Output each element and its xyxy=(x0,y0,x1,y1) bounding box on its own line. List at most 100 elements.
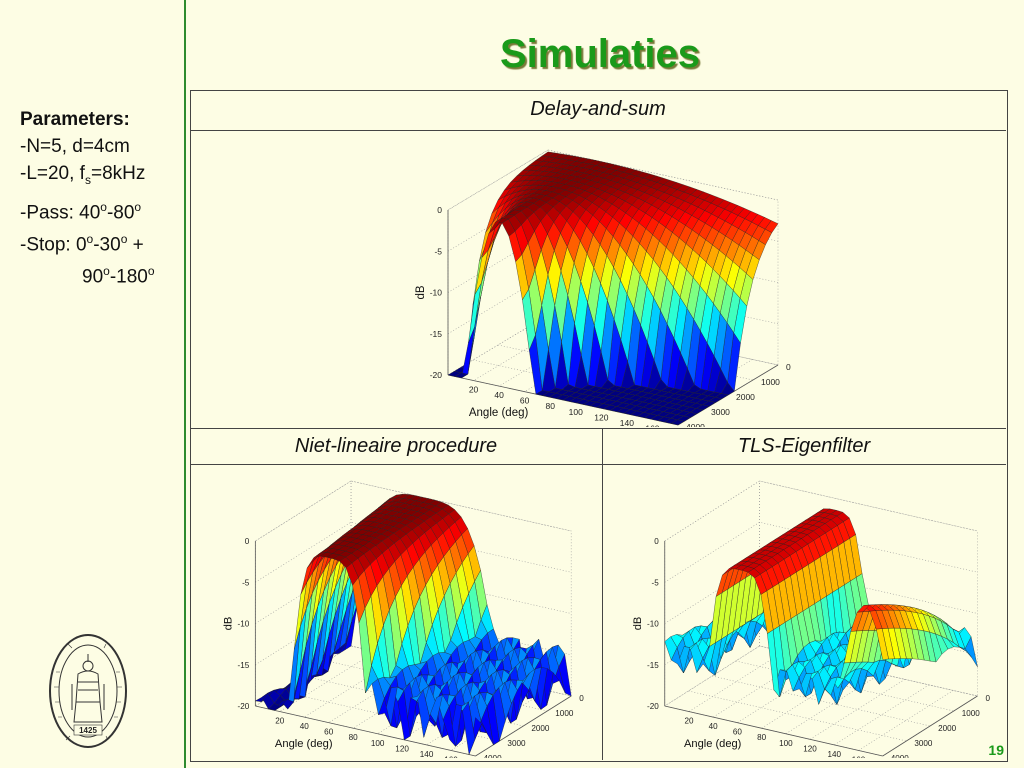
param-line-2: -L=20, fs=8kHz xyxy=(20,160,155,194)
x-tick-label: 160 xyxy=(444,755,458,758)
floor-gridline xyxy=(688,690,907,742)
seal-year: 1425 xyxy=(79,726,97,735)
x-tick-label: 20 xyxy=(469,385,479,395)
param-text: -Pass: 40 xyxy=(20,202,101,224)
surface-mesh xyxy=(664,508,978,706)
x-tick-label: 120 xyxy=(594,412,608,422)
x-tick-label: 60 xyxy=(520,396,530,406)
y-tick-label: 2000 xyxy=(938,724,957,733)
floor-gridline xyxy=(688,651,784,712)
x-tick-label: 40 xyxy=(709,722,719,731)
y-tick-label: 0 xyxy=(579,694,584,703)
y-tick-label: 4000 xyxy=(686,422,705,427)
param-line-4: -Stop: 0o-30o + xyxy=(20,226,155,258)
z-tick-label: -20 xyxy=(647,702,659,711)
slide-title: Simulaties xyxy=(499,32,701,76)
x-tick-label: 100 xyxy=(569,407,583,417)
z-tick-label: -5 xyxy=(434,246,442,256)
surface-patch xyxy=(254,692,268,702)
table-column-divider xyxy=(602,428,603,760)
z-tick-label: -10 xyxy=(430,288,443,298)
x-axis-line xyxy=(664,705,883,757)
floor-gridline xyxy=(809,679,905,740)
y-tick-label: 0 xyxy=(786,362,791,372)
surface-mesh xyxy=(254,493,572,756)
x-tick-label: 80 xyxy=(545,401,555,411)
z-tick-label: -20 xyxy=(430,370,443,380)
param-text: -L=20, f xyxy=(20,163,85,184)
table-rule xyxy=(190,464,1006,465)
z-tick-label: -15 xyxy=(238,661,250,670)
param-text: -30 xyxy=(93,234,121,256)
floor-gridline xyxy=(450,690,547,751)
z-tick-label: -5 xyxy=(652,578,660,587)
x-tick-label: 20 xyxy=(275,717,285,726)
x-tick-label: 80 xyxy=(349,733,359,742)
parameters-heading: Parameters: xyxy=(20,109,130,130)
param-line-3: -Pass: 40o-80o xyxy=(20,194,155,226)
param-text: 90 xyxy=(82,266,104,288)
z-tick-label: 0 xyxy=(437,205,442,215)
x-tick-label: 140 xyxy=(828,750,842,758)
parameters-block: Parameters: -N=5, d=4cm -L=20, fs=8kHz -… xyxy=(20,106,155,291)
param-superscript: o xyxy=(100,199,107,214)
y-tick-label: 1000 xyxy=(962,709,981,718)
z-tick-label: -10 xyxy=(238,620,250,629)
z-tick-label: 0 xyxy=(654,537,659,546)
y-tick-label: 2000 xyxy=(531,724,550,733)
z-gridline xyxy=(664,563,978,624)
param-text: -180 xyxy=(109,266,148,288)
y-tick-label: 4000 xyxy=(891,754,910,758)
z-tick-label: -5 xyxy=(242,578,250,587)
left-divider-line xyxy=(184,0,186,768)
param-superscript: o xyxy=(147,264,155,279)
floor-gridline xyxy=(712,675,931,727)
z-tick-label: -10 xyxy=(647,620,659,629)
panel-label-tls-eigenfilter: TLS-Eigenfilter xyxy=(737,435,871,457)
z-tick-label: 0 xyxy=(245,537,250,546)
y-tick-label: 3000 xyxy=(711,407,730,417)
tick-labels: 0-5-10-15-202040608010012014016018001000… xyxy=(632,537,991,758)
x-axis-label: Angle (deg) xyxy=(469,407,529,419)
z-axis-label: dB xyxy=(415,285,427,299)
y-tick-label: 3000 xyxy=(914,739,933,748)
x-axis-label: Angle (deg) xyxy=(684,738,741,750)
param-line-5: 90o-180o xyxy=(20,258,155,290)
param-superscript: o xyxy=(86,232,94,247)
x-tick-label: 20 xyxy=(684,717,694,726)
param-superscript: o xyxy=(103,264,110,279)
y-tick-label: 1000 xyxy=(761,377,780,387)
param-text: -Stop: 0 xyxy=(20,234,87,256)
x-axis-line xyxy=(255,705,476,757)
param-text: + xyxy=(127,234,144,256)
surface-plot-tls-eigenfilter: 0-5-10-15-202040608010012014016018001000… xyxy=(632,480,991,758)
university-seal-icon: 1425 xyxy=(49,634,127,748)
y-tick-label: 1000 xyxy=(555,709,574,718)
x-tick-label: 160 xyxy=(645,423,659,427)
surface-patch xyxy=(447,371,462,377)
page-number: 19 xyxy=(988,742,1004,758)
tick-labels: 0-5-10-15-202040608010012014016018001000… xyxy=(222,537,584,758)
surface-mesh xyxy=(447,151,779,426)
param-text: =8kHz xyxy=(90,163,146,184)
table-rule xyxy=(190,130,1006,131)
floor-gridline xyxy=(858,690,954,751)
y-tick-label: 0 xyxy=(985,694,990,703)
x-axis-label: Angle (deg) xyxy=(275,738,333,750)
z-gridline xyxy=(447,149,779,211)
x-tick-label: 120 xyxy=(395,744,409,753)
surface-patch xyxy=(664,636,678,661)
z-tick-label: -20 xyxy=(238,702,250,711)
z-axis-label: dB xyxy=(632,617,644,631)
surface-plot-niet-lineaire: 0-5-10-15-202040608010012014016018001000… xyxy=(222,480,584,758)
x-tick-label: 40 xyxy=(494,390,504,400)
table-rule xyxy=(190,428,1006,429)
surface-patch xyxy=(461,327,475,379)
x-tick-label: 40 xyxy=(300,722,310,731)
y-axis-line xyxy=(882,695,978,757)
y-tick-label: 2000 xyxy=(736,392,755,402)
x-tick-label: 140 xyxy=(420,750,434,758)
x-tick-label: 100 xyxy=(779,739,793,748)
figure-table xyxy=(190,90,1008,762)
param-line-1: -N=5, d=4cm xyxy=(20,136,130,157)
